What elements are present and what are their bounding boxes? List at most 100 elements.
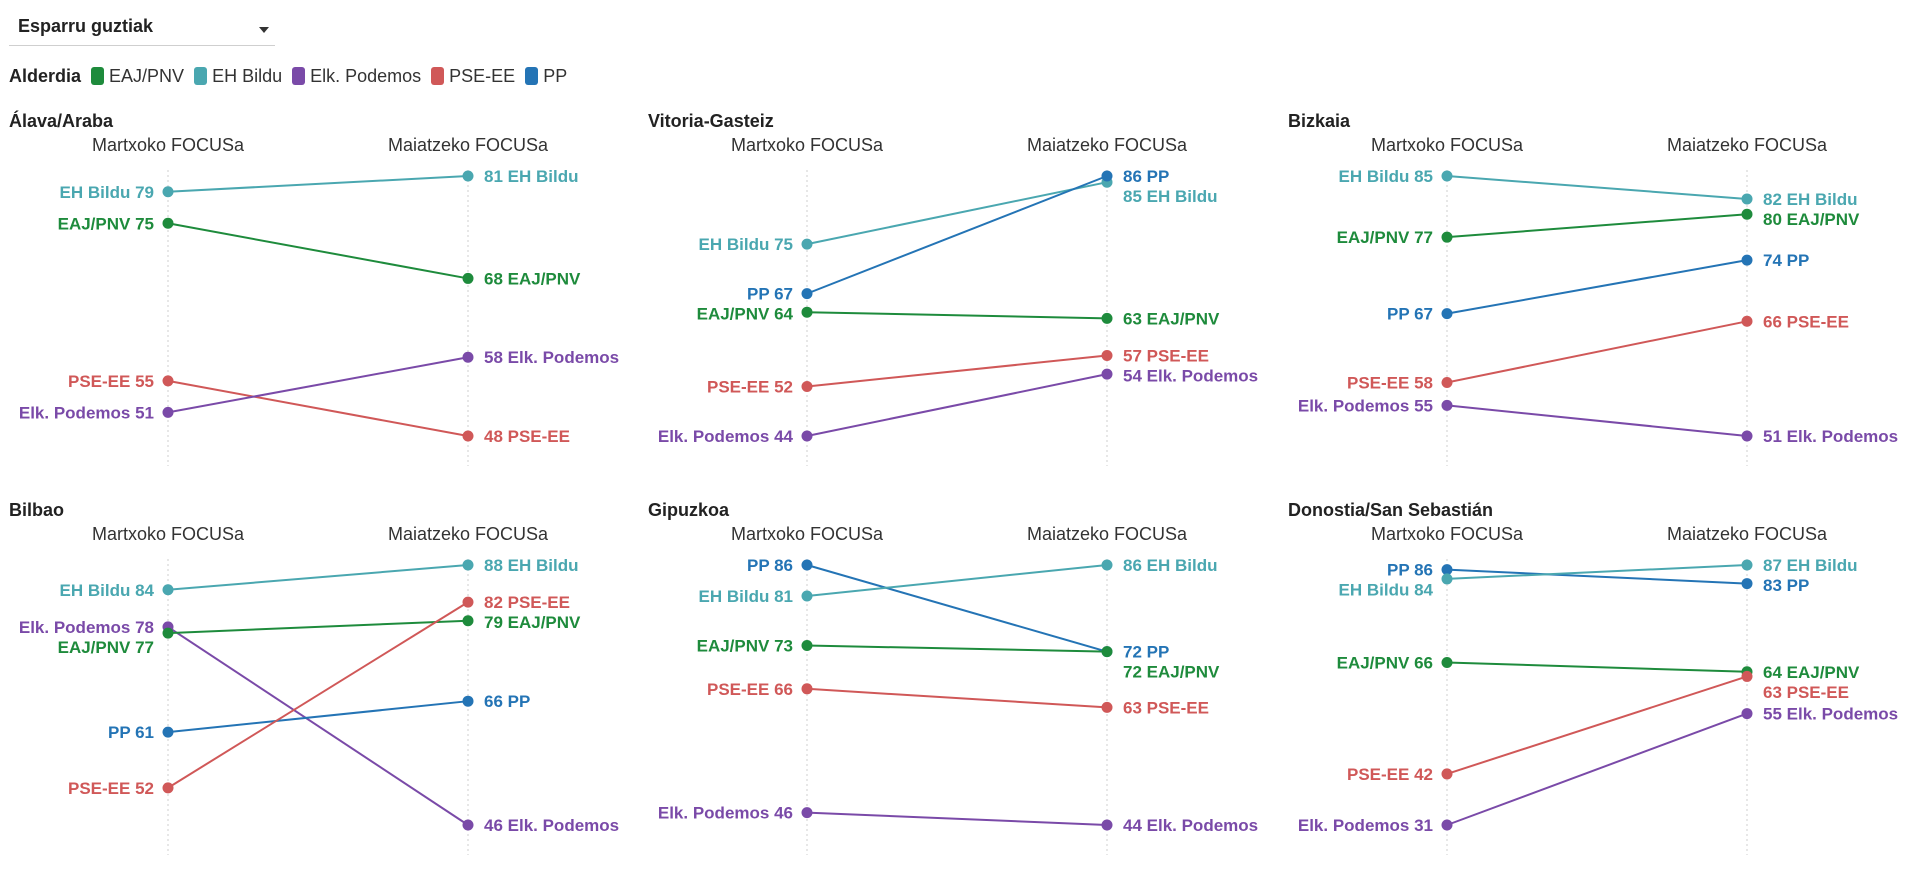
column-label-may: Maiatzeko FOCUSa: [388, 524, 549, 544]
legend-title: Alderdia: [9, 65, 82, 86]
data-label-eh-bildu: 87 EH Bildu: [1763, 556, 1857, 575]
panel-title: Donostia/San Sebastián: [1288, 500, 1493, 520]
data-label-eh-bildu: 86 EH Bildu: [1123, 556, 1217, 575]
panel-title: Vitoria-Gasteiz: [648, 111, 774, 131]
data-label-pp: 86 PP: [1123, 167, 1169, 186]
series-line-eh-bildu: [806, 181, 1108, 246]
data-point-eh-bildu: [1441, 170, 1453, 182]
data-point-pp: [1441, 564, 1453, 576]
data-point-eh-bildu: [1101, 559, 1113, 571]
data-label-pse-ee: PSE-EE 66: [707, 680, 793, 699]
data-label-eh-bildu: EH Bildu 84: [1339, 581, 1434, 600]
series-line-elk-podemos: [167, 626, 469, 826]
data-point-eh-bildu: [1741, 559, 1753, 571]
series-line-elk-podemos: [167, 356, 469, 414]
data-label-eaj-pnv: EAJ/PNV 73: [697, 636, 793, 655]
data-point-elk-podemos: [462, 819, 474, 831]
series-line-elk-podemos: [806, 373, 1108, 437]
series-line-eh-bildu: [167, 175, 469, 193]
data-label-pse-ee: 82 PSE-EE: [484, 593, 570, 612]
data-label-elk-podemos: Elk. Podemos 44: [658, 427, 794, 446]
series-line-eh-bildu: [167, 564, 469, 591]
data-label-eaj-pnv: EAJ/PNV 77: [58, 638, 154, 657]
data-point-elk-podemos: [801, 430, 813, 442]
data-label-eh-bildu: EH Bildu 75: [699, 235, 793, 254]
column-label-march: Martxoko FOCUSa: [731, 524, 884, 544]
series-line-elk-podemos: [1446, 712, 1748, 826]
data-point-pse-ee: [462, 430, 474, 442]
data-point-eaj-pnv: [1101, 312, 1113, 324]
series-line-pse-ee: [167, 379, 469, 437]
data-point-pse-ee: [1441, 768, 1453, 780]
legend-item-pse-ee[interactable]: PSE-EE: [431, 66, 515, 87]
legend: Alderdia EAJ/PNV EH Bildu Elk. Podemos P…: [9, 63, 577, 89]
data-point-eaj-pnv: [1741, 208, 1753, 220]
data-label-eh-bildu: 82 EH Bildu: [1763, 190, 1857, 209]
series-line-eaj-pnv: [1446, 213, 1748, 239]
data-point-eh-bildu: [162, 584, 174, 596]
data-label-eh-bildu: EH Bildu 81: [699, 587, 793, 606]
data-point-pp: [1741, 254, 1753, 266]
legend-item-elk-podemos[interactable]: Elk. Podemos: [292, 66, 421, 87]
data-label-elk-podemos: 58 Elk. Podemos: [484, 348, 619, 367]
data-point-pse-ee: [1101, 350, 1113, 362]
data-point-pp: [1441, 308, 1453, 320]
column-label-may: Maiatzeko FOCUSa: [1027, 524, 1188, 544]
data-point-eh-bildu: [801, 590, 813, 602]
panel-title: Álava/Araba: [9, 110, 114, 131]
data-point-elk-podemos: [1741, 430, 1753, 442]
legend-item-pp[interactable]: PP: [525, 66, 567, 87]
data-point-eaj-pnv: [462, 615, 474, 627]
series-line-eh-bildu: [806, 564, 1108, 597]
series-line-pse-ee: [1446, 320, 1748, 384]
column-label-may: Maiatzeko FOCUSa: [1667, 524, 1828, 544]
data-point-pse-ee: [462, 596, 474, 608]
data-point-eaj-pnv: [801, 306, 813, 318]
column-label-may: Maiatzeko FOCUSa: [388, 135, 549, 155]
data-label-eaj-pnv: 68 EAJ/PNV: [484, 269, 581, 288]
data-label-eh-bildu: EH Bildu 84: [60, 581, 155, 600]
data-point-elk-podemos: [1101, 819, 1113, 831]
data-point-eh-bildu: [162, 186, 174, 198]
series-line-pse-ee: [1446, 675, 1748, 775]
column-label-march: Martxoko FOCUSa: [1371, 524, 1524, 544]
legend-item-eh-bildu[interactable]: EH Bildu: [194, 66, 282, 87]
region-filter-dropdown[interactable]: Esparru guztiak: [9, 10, 275, 46]
chevron-down-icon: [259, 27, 269, 33]
data-point-elk-podemos: [162, 406, 174, 418]
data-point-pse-ee: [801, 683, 813, 695]
legend-item-label: PSE-EE: [449, 65, 516, 86]
data-point-elk-podemos: [1441, 399, 1453, 411]
legend-item-eaj-pnv[interactable]: EAJ/PNV: [91, 66, 184, 87]
legend-swatch: [525, 67, 539, 85]
data-point-pse-ee: [1441, 376, 1453, 388]
data-label-pse-ee: 48 PSE-EE: [484, 427, 570, 446]
data-label-pse-ee: PSE-EE 52: [707, 377, 793, 396]
data-label-eaj-pnv: EAJ/PNV 66: [1337, 654, 1433, 673]
data-point-pp: [1741, 578, 1753, 590]
data-point-pp: [801, 288, 813, 300]
data-label-pp: PP 67: [747, 285, 793, 304]
column-label-may: Maiatzeko FOCUSa: [1667, 135, 1828, 155]
data-label-pse-ee: 63 PSE-EE: [1123, 698, 1209, 717]
series-line-eh-bildu: [1446, 175, 1748, 200]
data-label-elk-podemos: 46 Elk. Podemos: [484, 816, 619, 835]
data-point-elk-podemos: [462, 351, 474, 363]
data-point-eh-bildu: [462, 170, 474, 182]
data-label-pp: 72 PP: [1123, 643, 1169, 662]
data-label-elk-podemos: Elk. Podemos 31: [1298, 816, 1433, 835]
data-label-elk-podemos: Elk. Podemos 46: [658, 804, 793, 823]
panel-title: Gipuzkoa: [648, 500, 730, 520]
data-label-eh-bildu: 85 EH Bildu: [1123, 187, 1217, 206]
data-point-pse-ee: [162, 375, 174, 387]
legend-swatch: [194, 67, 208, 85]
data-point-elk-podemos: [1741, 708, 1753, 720]
series-line-eh-bildu: [1446, 564, 1748, 580]
series-line-eaj-pnv: [1446, 661, 1748, 673]
data-point-elk-podemos: [1441, 819, 1453, 831]
data-label-elk-podemos: Elk. Podemos 55: [1298, 396, 1433, 415]
data-label-pse-ee: PSE-EE 55: [68, 372, 154, 391]
data-label-elk-podemos: Elk. Podemos 78: [19, 618, 154, 637]
series-line-pp: [806, 175, 1108, 295]
data-label-pse-ee: PSE-EE 58: [1347, 373, 1433, 392]
